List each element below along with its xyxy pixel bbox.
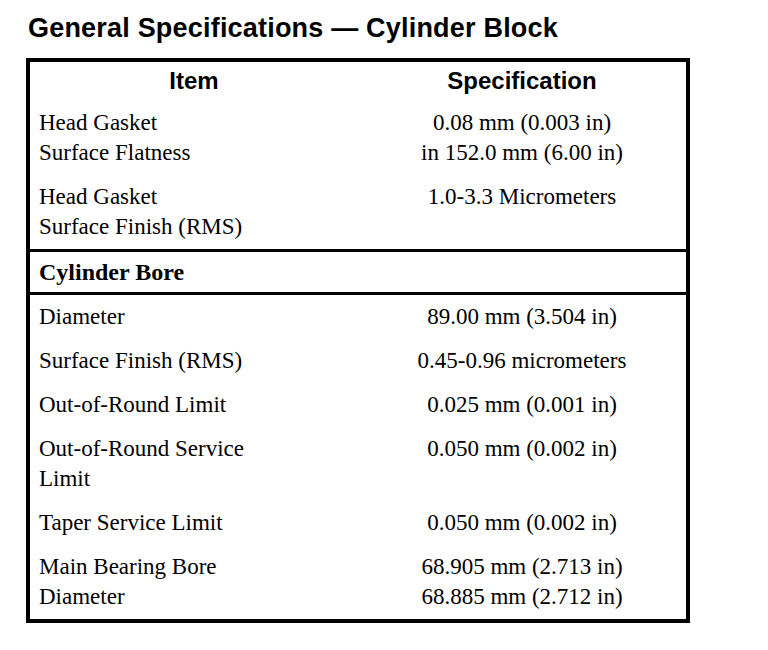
spec-cell-taper-service-limit: 0.050 mm (0.002 in) <box>358 501 688 545</box>
spec-cell-head-gasket-surface-finish: 1.0-3.3 Micrometers <box>358 175 688 251</box>
table-row: Out-of-Round Service Limit 0.050 mm (0.0… <box>28 427 688 501</box>
item-cell-head-gasket-surface-flatness: Head Gasket Surface Flatness <box>28 101 358 175</box>
spec-cell-out-of-round-limit: 0.025 mm (0.001 in) <box>358 383 688 427</box>
section-header-cylinder-bore: Cylinder Bore <box>28 251 688 294</box>
table-body: Head Gasket Surface Flatness 0.08 mm (0.… <box>28 101 688 621</box>
table-header: Item Specification <box>28 60 688 101</box>
table-row: Main Bearing Bore Diameter 68.905 mm (2.… <box>28 545 688 621</box>
spec-cell-main-bearing-bore-diameter: 68.905 mm (2.713 in) 68.885 mm (2.712 in… <box>358 545 688 621</box>
table-row: Out-of-Round Limit 0.025 mm (0.001 in) <box>28 383 688 427</box>
column-header-specification: Specification <box>358 60 688 101</box>
item-cell-out-of-round-service-limit: Out-of-Round Service Limit <box>28 427 358 501</box>
item-cell-out-of-round-limit: Out-of-Round Limit <box>28 383 358 427</box>
header-row: Item Specification <box>28 60 688 101</box>
table-row: Head Gasket Surface Finish (RMS) 1.0-3.3… <box>28 175 688 251</box>
item-cell-diameter: Diameter <box>28 294 358 340</box>
section-header-row: Cylinder Bore <box>28 251 688 294</box>
item-cell-taper-service-limit: Taper Service Limit <box>28 501 358 545</box>
spec-cell-diameter: 89.00 mm (3.504 in) <box>358 294 688 340</box>
table-row: Surface Finish (RMS) 0.45-0.96 micromete… <box>28 339 688 383</box>
specifications-table: Item Specification Head Gasket Surface F… <box>26 58 690 623</box>
table-row: Diameter 89.00 mm (3.504 in) <box>28 294 688 340</box>
item-cell-surface-finish-rms: Surface Finish (RMS) <box>28 339 358 383</box>
column-header-item: Item <box>28 60 358 101</box>
table-row: Taper Service Limit 0.050 mm (0.002 in) <box>28 501 688 545</box>
spec-cell-head-gasket-surface-flatness: 0.08 mm (0.003 in) in 152.0 mm (6.00 in) <box>358 101 688 175</box>
manual-page: General Specifications — Cylinder Block … <box>0 0 768 650</box>
table-row: Head Gasket Surface Flatness 0.08 mm (0.… <box>28 101 688 175</box>
spec-cell-surface-finish-rms: 0.45-0.96 micrometers <box>358 339 688 383</box>
item-cell-head-gasket-surface-finish: Head Gasket Surface Finish (RMS) <box>28 175 358 251</box>
page-title: General Specifications — Cylinder Block <box>28 13 768 44</box>
item-cell-main-bearing-bore-diameter: Main Bearing Bore Diameter <box>28 545 358 621</box>
spec-cell-out-of-round-service-limit: 0.050 mm (0.002 in) <box>358 427 688 501</box>
